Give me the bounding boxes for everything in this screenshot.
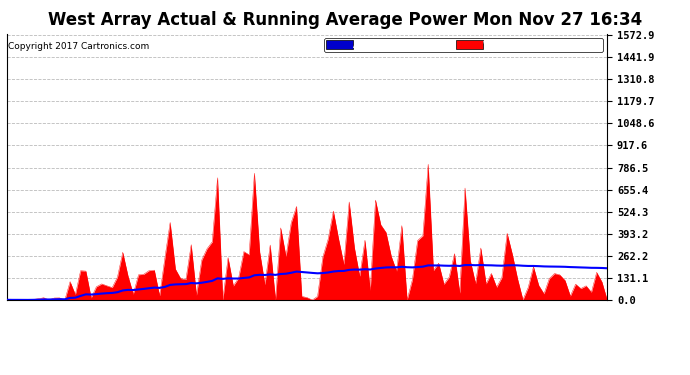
Text: West Array Actual & Running Average Power Mon Nov 27 16:34: West Array Actual & Running Average Powe… <box>48 11 642 29</box>
Text: Copyright 2017 Cartronics.com: Copyright 2017 Cartronics.com <box>8 42 149 51</box>
Legend: Average  (DC Watts), West Array  (DC Watts): Average (DC Watts), West Array (DC Watts… <box>324 38 602 51</box>
